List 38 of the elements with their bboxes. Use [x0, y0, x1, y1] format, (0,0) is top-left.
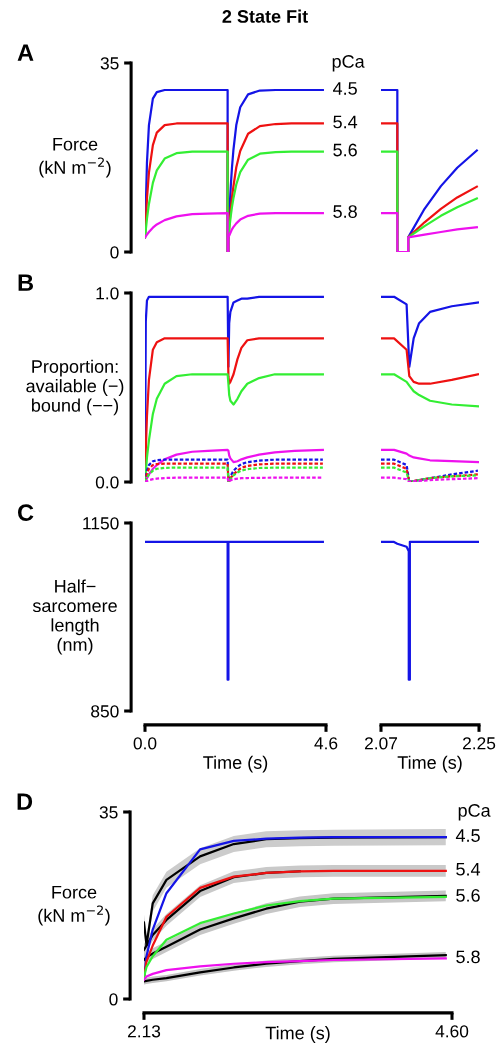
x-axis-title: Time (s) [265, 1026, 330, 1043]
y-axis-title: Proportion: available (−) bound (−−) [26, 359, 124, 416]
y-tick-label: 0 [110, 246, 119, 259]
series-label: 5.6 [456, 889, 480, 902]
series-label: 5.6 [333, 143, 357, 157]
series-label: 5.8 [333, 205, 357, 218]
x-tick-label: 4.60 [435, 1025, 469, 1038]
y-tick-label: 35 [100, 57, 119, 70]
x-tick-label: 4.6 [314, 737, 338, 750]
y-tick-label: 1.0 [96, 287, 119, 300]
y-tick-label: 0 [109, 993, 118, 1006]
text: A [17, 44, 34, 61]
y-tick-label: 1150 [83, 517, 119, 530]
chart-title: 2 State Fit [222, 9, 308, 23]
x-tick-label: 2.13 [127, 1025, 161, 1038]
y-axis-title: Force (kN m$^{−2}$) [38, 885, 110, 926]
text: C [18, 504, 34, 521]
line-series [145, 212, 324, 252]
y-tick-label: 35 [99, 806, 118, 819]
x-axis-title: Time (s) [203, 755, 268, 773]
legend-title: pCa [458, 804, 491, 821]
series-label: 5.4 [333, 115, 358, 129]
series-label: 5.8 [456, 950, 480, 964]
y-axis-title: Force (kN m$^{−2}$) [39, 137, 111, 178]
series-label: 4.5 [332, 82, 357, 95]
x-tick-label: 0.0 [133, 737, 157, 750]
series-label: 4.5 [455, 829, 480, 842]
series-label: 5.4 [456, 863, 481, 876]
line-series [144, 895, 447, 979]
x-tick-label: 2.25 [462, 737, 496, 750]
legend-title: pCa [332, 55, 365, 72]
y-tick-label: 850 [91, 705, 119, 718]
text: B [18, 274, 34, 291]
x-tick-label: 2.07 [364, 737, 398, 750]
y-axis-title: Half− sarcomere length (nm) [32, 579, 117, 655]
x-axis-title: Time (s) [397, 755, 462, 773]
y-tick-label: 0.0 [95, 476, 119, 489]
text: D [17, 793, 33, 810]
